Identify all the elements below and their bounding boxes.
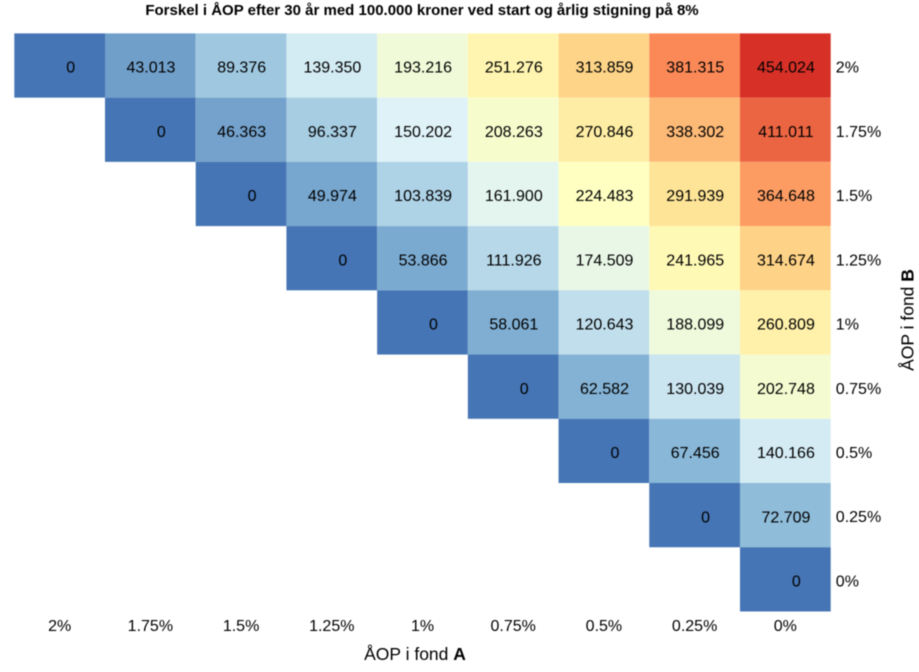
svg-text:0.5%: 0.5%	[586, 618, 622, 635]
svg-text:53.866: 53.866	[399, 252, 448, 269]
svg-text:0%: 0%	[836, 573, 859, 590]
svg-text:0: 0	[338, 252, 347, 269]
svg-text:0: 0	[701, 509, 710, 526]
svg-text:0: 0	[520, 381, 529, 398]
svg-text:1.5%: 1.5%	[836, 188, 872, 205]
svg-text:260.809: 260.809	[757, 317, 815, 334]
svg-text:Forskel i ÅOP efter 30 år med: Forskel i ÅOP efter 30 år med 100.000 kr…	[145, 2, 698, 19]
svg-text:96.337: 96.337	[308, 124, 357, 141]
svg-text:224.483: 224.483	[576, 188, 634, 205]
svg-text:161.900: 161.900	[485, 188, 543, 205]
svg-text:411.011: 411.011	[758, 124, 814, 141]
svg-text:381.315: 381.315	[666, 60, 724, 77]
svg-text:1.75%: 1.75%	[836, 124, 881, 141]
svg-text:0.25%: 0.25%	[672, 618, 717, 635]
svg-text:1%: 1%	[836, 317, 859, 334]
svg-text:454.024: 454.024	[757, 60, 815, 77]
svg-text:120.643: 120.643	[576, 317, 634, 334]
svg-text:0: 0	[248, 188, 257, 205]
svg-text:174.509: 174.509	[576, 252, 634, 269]
svg-text:139.350: 139.350	[303, 60, 361, 77]
svg-text:1.25%: 1.25%	[836, 252, 881, 269]
svg-text:58.061: 58.061	[489, 317, 538, 334]
svg-text:1%: 1%	[411, 618, 434, 635]
svg-text:0.75%: 0.75%	[491, 618, 536, 635]
svg-text:338.302: 338.302	[666, 124, 724, 141]
svg-text:364.648: 364.648	[757, 188, 815, 205]
svg-text:291.939: 291.939	[666, 188, 724, 205]
svg-text:1.5%: 1.5%	[223, 618, 259, 635]
svg-text:49.974: 49.974	[308, 188, 357, 205]
svg-text:150.202: 150.202	[394, 124, 452, 141]
svg-text:193.216: 193.216	[394, 60, 452, 77]
svg-text:2%: 2%	[48, 618, 71, 635]
svg-text:62.582: 62.582	[580, 381, 629, 398]
svg-text:ÅOP i fond A: ÅOP i fond A	[364, 644, 466, 664]
svg-text:130.039: 130.039	[666, 381, 724, 398]
svg-text:103.839: 103.839	[394, 188, 452, 205]
svg-text:0: 0	[792, 574, 801, 591]
svg-text:0.75%: 0.75%	[836, 381, 881, 398]
svg-text:208.263: 208.263	[485, 124, 543, 141]
svg-text:140.166: 140.166	[757, 445, 815, 462]
svg-text:2%: 2%	[836, 60, 859, 77]
svg-text:89.376: 89.376	[217, 60, 266, 77]
svg-text:202.748: 202.748	[757, 381, 815, 398]
svg-text:1.25%: 1.25%	[309, 618, 354, 635]
svg-text:188.099: 188.099	[666, 317, 724, 334]
svg-text:251.276: 251.276	[485, 60, 543, 77]
svg-text:0: 0	[429, 317, 438, 334]
svg-text:314.674: 314.674	[757, 252, 815, 269]
svg-text:67.456: 67.456	[671, 445, 720, 462]
svg-text:0.5%: 0.5%	[836, 445, 872, 462]
svg-text:ÅOP i fond B: ÅOP i fond B	[898, 269, 918, 371]
svg-text:241.965: 241.965	[666, 252, 724, 269]
svg-text:0%: 0%	[774, 618, 797, 635]
svg-text:46.363: 46.363	[217, 124, 266, 141]
svg-text:0.25%: 0.25%	[836, 509, 881, 526]
svg-text:270.846: 270.846	[576, 124, 634, 141]
svg-text:0: 0	[66, 60, 75, 77]
svg-text:43.013: 43.013	[127, 60, 176, 77]
svg-text:0: 0	[157, 124, 166, 141]
svg-text:111.926: 111.926	[486, 252, 542, 269]
svg-text:0: 0	[610, 445, 619, 462]
svg-text:313.859: 313.859	[576, 60, 634, 77]
svg-text:72.709: 72.709	[761, 509, 810, 526]
svg-text:1.75%: 1.75%	[128, 618, 173, 635]
